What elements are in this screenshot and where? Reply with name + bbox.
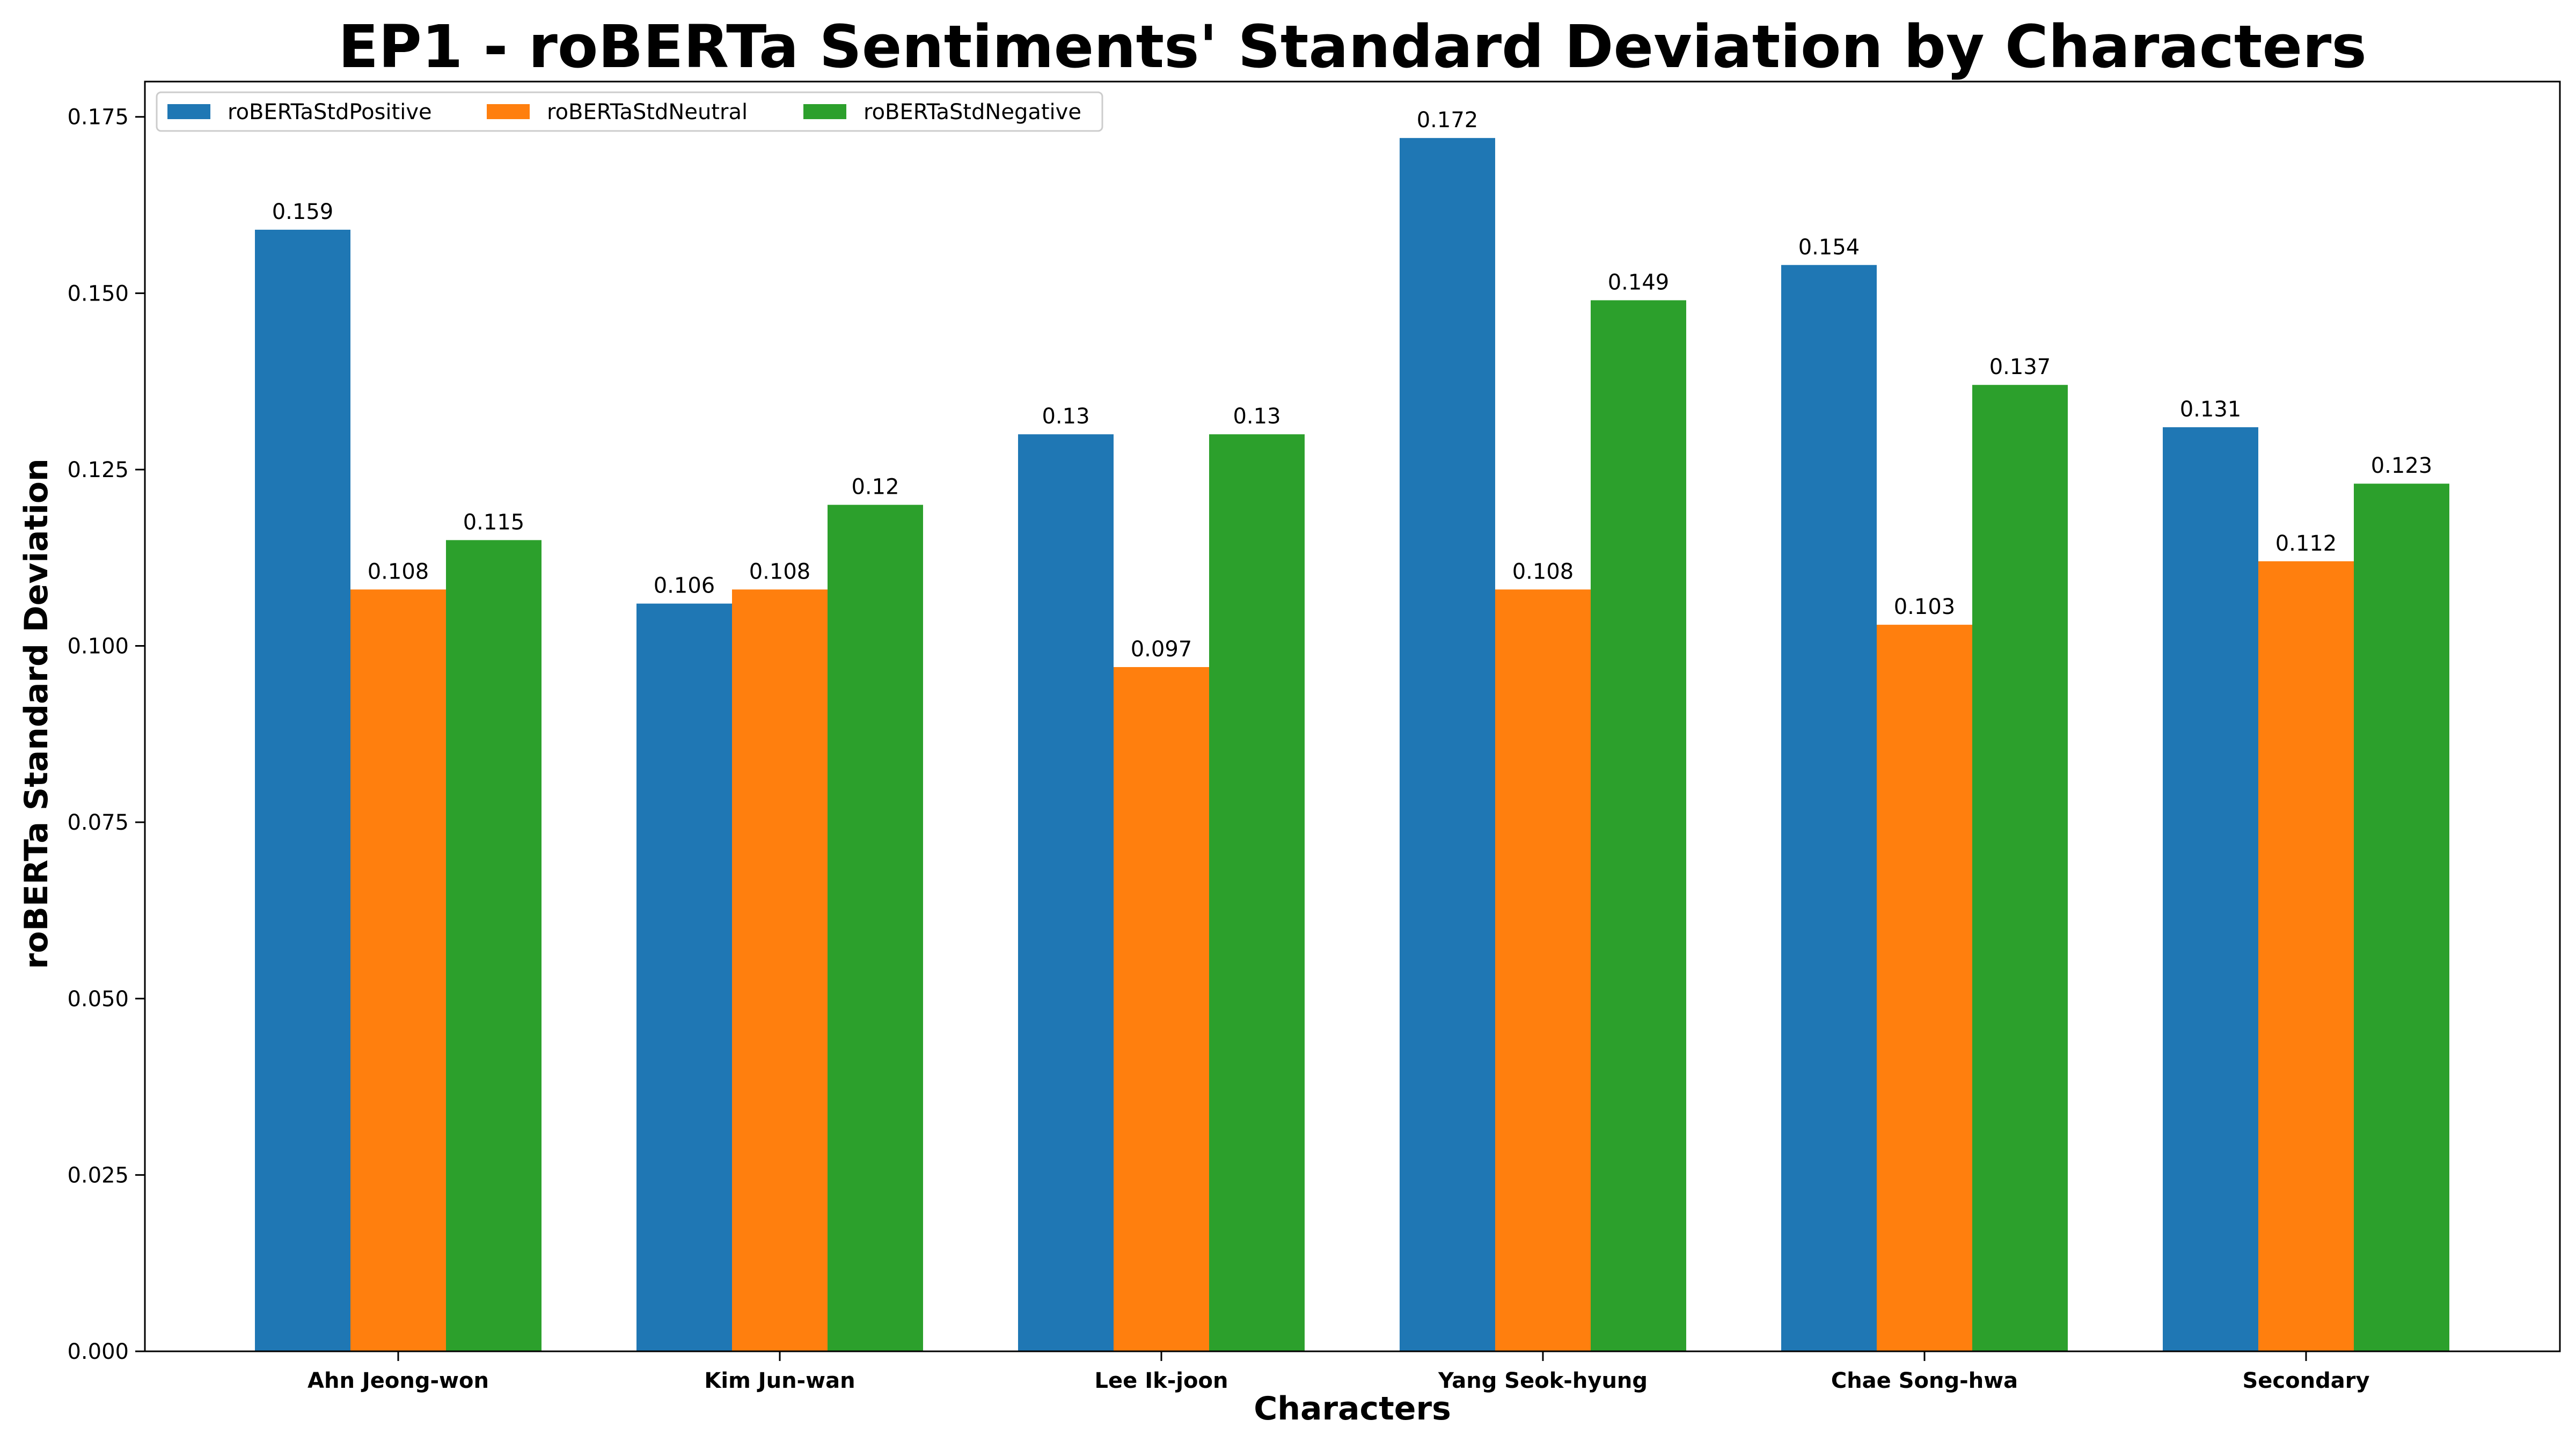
bar-value-label: 0.12 <box>851 475 899 500</box>
y-tick-label: 0.150 <box>67 281 129 306</box>
bar-roBERTaStdNegative-chae-song-hwa <box>1972 385 2068 1351</box>
bar-value-label: 0.123 <box>2371 453 2433 478</box>
bar-roBERTaStdNeutral-secondary <box>2258 561 2354 1351</box>
legend-label: roBERTaStdPositive <box>228 100 432 125</box>
x-tick-label: Chae Song-hwa <box>1831 1368 2018 1393</box>
bar-value-label: 0.108 <box>368 559 429 584</box>
x-tick-label: Ahn Jeong-won <box>308 1368 489 1393</box>
bar-value-label: 0.13 <box>1042 404 1089 429</box>
bar-roBERTaStdPositive-chae-song-hwa <box>1781 265 1877 1351</box>
bar-roBERTaStdNeutral-yang-seok-hyung <box>1495 589 1591 1351</box>
bar-roBERTaStdPositive-secondary <box>2163 427 2258 1351</box>
bar-roBERTaStdNeutral-lee-ik-joon <box>1114 667 1209 1351</box>
bar-value-label: 0.131 <box>2180 397 2242 422</box>
bar-roBERTaStdNegative-secondary <box>2354 484 2449 1351</box>
bar-value-label: 0.112 <box>2275 531 2337 556</box>
bar-value-label: 0.159 <box>272 200 334 224</box>
x-tick-label: Lee Ik-joon <box>1095 1368 1228 1393</box>
legend-label: roBERTaStdNegative <box>863 100 1081 125</box>
bar-roBERTaStdNegative-yang-seok-hyung <box>1591 300 1686 1351</box>
y-tick-label: 0.125 <box>67 458 129 482</box>
bar-value-label: 0.097 <box>1131 637 1192 662</box>
legend-label: roBERTaStdNeutral <box>547 100 748 125</box>
data-labels-group: 0.159 0.106 0.13 0.172 0.154 0.131 0.108 0.108 0… <box>272 108 2433 662</box>
x-tick-label: Yang Seok-hyung <box>1438 1368 1648 1393</box>
bar-value-label: 0.106 <box>654 574 715 598</box>
legend: roBERTaStdPositive roBERTaStdNeutral roBER… <box>156 91 1103 132</box>
y-axis-ticks: 0.000 0.025 0.050 0.075 0.100 0.125 0.150 0.175 <box>67 105 145 1364</box>
bar-roBERTaStdPositive-lee-ik-joon <box>1018 434 1114 1352</box>
bar-roBERTaStdNegative-kim-jun-wan <box>828 504 923 1351</box>
x-axis-ticks: Ahn Jeong-won Kim Jun-wan Lee Ik-joon Yang … <box>308 1351 2370 1393</box>
plot-area-frame <box>144 80 2561 1352</box>
bar-value-label: 0.108 <box>749 559 811 584</box>
y-tick-label: 0.025 <box>67 1163 129 1188</box>
bar-series-group <box>255 138 2449 1352</box>
bar-roBERTaStdNegative-ahn-jeong-won <box>446 540 541 1351</box>
bar-roBERTaStdNegative-lee-ik-joon <box>1209 434 1305 1352</box>
x-axis-label: Characters <box>1254 1390 1451 1428</box>
bar-value-label: 0.154 <box>1798 235 1860 260</box>
bar-value-label: 0.108 <box>1512 559 1574 584</box>
y-tick-label: 0.050 <box>67 987 129 1012</box>
bar-value-label: 0.149 <box>1608 270 1670 295</box>
bar-roBERTaStdNeutral-ahn-jeong-won <box>350 589 446 1351</box>
y-tick-label: 0.075 <box>67 810 129 835</box>
x-tick-label: Secondary <box>2242 1368 2369 1393</box>
legend-swatch <box>167 104 210 119</box>
bar-roBERTaStdPositive-ahn-jeong-won <box>255 230 350 1352</box>
y-tick-label: 0.175 <box>67 105 129 130</box>
legend-box <box>156 91 1103 132</box>
bar-roBERTaStdNeutral-chae-song-hwa <box>1877 625 1972 1351</box>
x-tick-label: Kim Jun-wan <box>704 1368 855 1393</box>
bar-roBERTaStdNeutral-kim-jun-wan <box>732 589 828 1351</box>
legend-swatch <box>803 104 846 119</box>
bar-value-label: 0.103 <box>1894 595 1956 619</box>
bar-value-label: 0.172 <box>1417 108 1479 133</box>
bar-roBERTaStdPositive-yang-seok-hyung <box>1400 138 1495 1352</box>
bar-value-label: 0.137 <box>1989 355 2051 379</box>
y-tick-label: 0.000 <box>67 1340 129 1364</box>
chart-title: EP1 - roBERTa Sentiments' Standard Devia… <box>338 12 2367 81</box>
bar-roBERTaStdPositive-kim-jun-wan <box>636 603 732 1351</box>
bar-value-label: 0.13 <box>1233 404 1280 429</box>
legend-swatch <box>487 104 530 119</box>
bar-value-label: 0.115 <box>463 510 525 535</box>
y-tick-label: 0.100 <box>67 634 129 659</box>
y-axis-label: roBERTa Standard Deviation <box>18 458 55 969</box>
